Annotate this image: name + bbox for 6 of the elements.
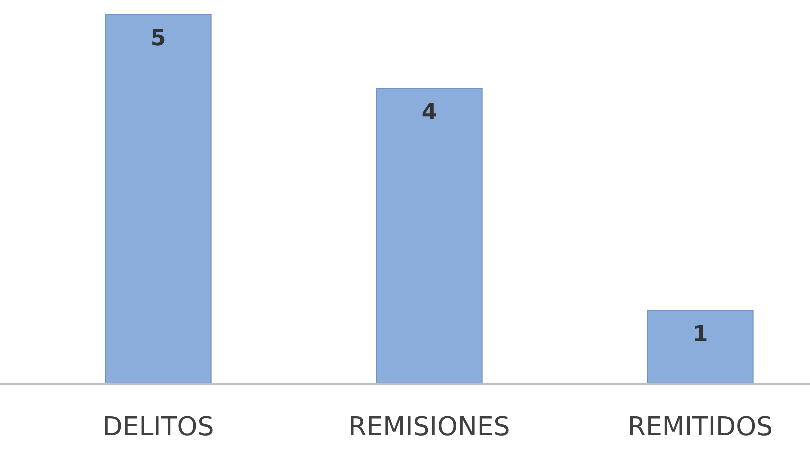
x-tick-label: DELITOS [102, 412, 214, 442]
data-label: 4 [422, 100, 438, 126]
x-tick-label: REMITIDOS [628, 412, 774, 442]
x-tick-label: REMISIONES [348, 412, 510, 442]
data-label: 5 [150, 26, 166, 52]
data-label: 1 [692, 322, 708, 348]
